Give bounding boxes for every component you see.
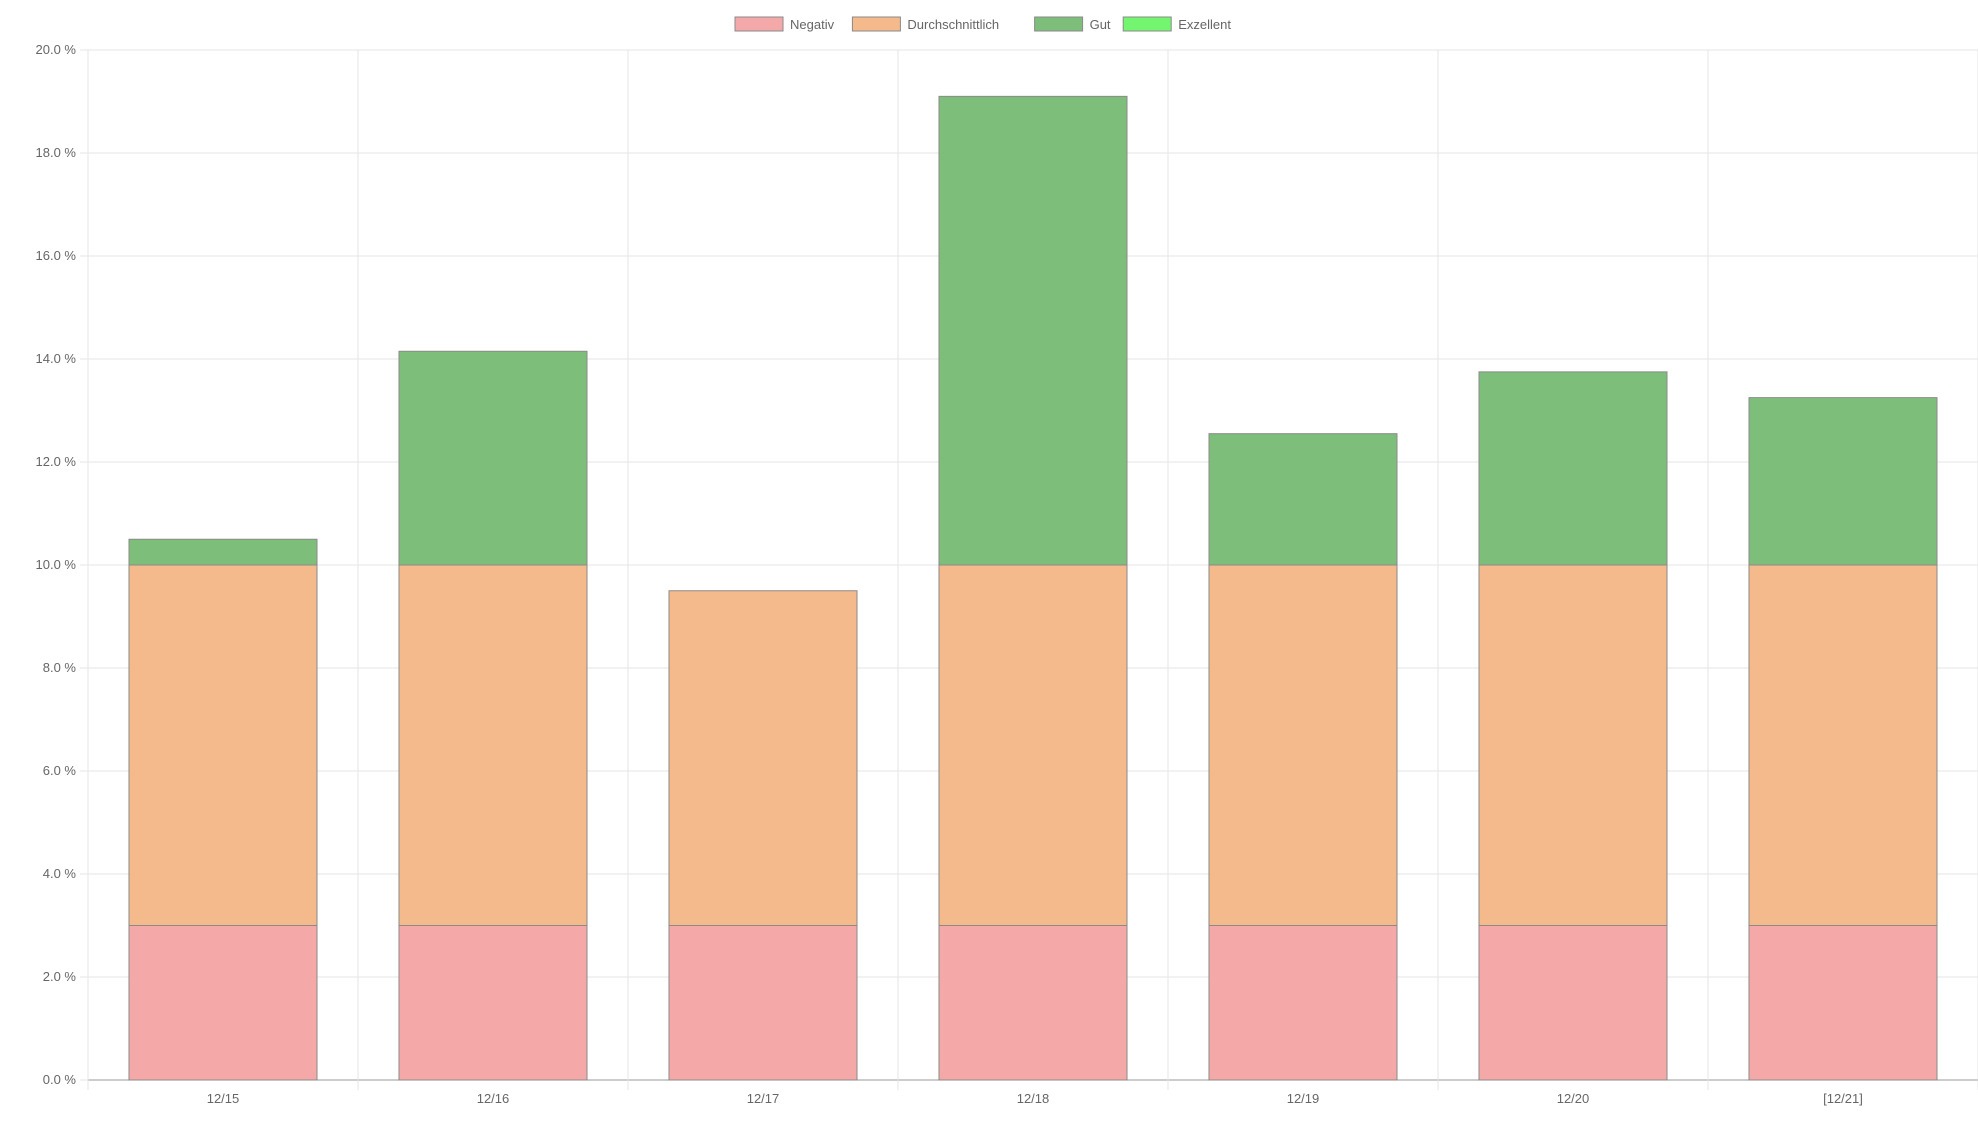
x-tick-label: 12/19: [1287, 1091, 1320, 1106]
legend-swatch[interactable]: [851, 16, 901, 32]
bar-segment-durchschnittlich: [398, 564, 588, 926]
y-tick-label: 18.0 %: [36, 145, 77, 160]
legend-label[interactable]: Gut: [1090, 17, 1111, 32]
x-tick-label: 12/18: [1017, 1091, 1050, 1106]
legend-swatch[interactable]: [1034, 16, 1084, 32]
y-tick-label: 6.0 %: [43, 763, 77, 778]
x-tick-label: [12/21]: [1823, 1091, 1863, 1106]
bar-segment-negativ: [668, 925, 858, 1081]
y-tick-label: 8.0 %: [43, 660, 77, 675]
x-tick-label: 12/20: [1557, 1091, 1590, 1106]
y-tick-label: 0.0 %: [43, 1072, 77, 1087]
legend-swatch[interactable]: [734, 16, 784, 32]
bar-segment-gut: [128, 538, 318, 566]
bar-segment-durchschnittlich: [128, 564, 318, 926]
bar-segment-gut: [1478, 371, 1668, 566]
bar-segment-gut: [938, 95, 1128, 566]
bar-segment-gut: [398, 350, 588, 566]
bar-segment-negativ: [1208, 925, 1398, 1081]
x-tick-label: 12/16: [477, 1091, 510, 1106]
bar-segment-durchschnittlich: [1478, 564, 1668, 926]
y-tick-label: 12.0 %: [36, 454, 77, 469]
y-tick-label: 4.0 %: [43, 866, 77, 881]
y-tick-label: 14.0 %: [36, 351, 77, 366]
bar-segment-durchschnittlich: [938, 564, 1128, 926]
bar-segment-negativ: [1478, 925, 1668, 1081]
y-tick-label: 16.0 %: [36, 248, 77, 263]
x-tick-label: 12/17: [747, 1091, 780, 1106]
bar-segment-negativ: [1748, 925, 1938, 1081]
legend-label[interactable]: Negativ: [790, 17, 835, 32]
bar-segment-durchschnittlich: [668, 590, 858, 926]
y-tick-label: 20.0 %: [36, 42, 77, 57]
bar-segment-negativ: [398, 925, 588, 1081]
bar-segment-negativ: [938, 925, 1128, 1081]
bar-segment-gut: [1748, 397, 1938, 566]
x-tick-label: 12/15: [207, 1091, 240, 1106]
legend-label[interactable]: Durchschnittlich: [907, 17, 999, 32]
y-tick-label: 2.0 %: [43, 969, 77, 984]
legend-swatch[interactable]: [1122, 16, 1172, 32]
bar-segment-gut: [1208, 433, 1398, 566]
bar-segment-negativ: [128, 925, 318, 1081]
bar-segment-durchschnittlich: [1208, 564, 1398, 926]
bar-segment-durchschnittlich: [1748, 564, 1938, 926]
y-tick-label: 10.0 %: [36, 557, 77, 572]
legend-label[interactable]: Exzellent: [1178, 17, 1231, 32]
